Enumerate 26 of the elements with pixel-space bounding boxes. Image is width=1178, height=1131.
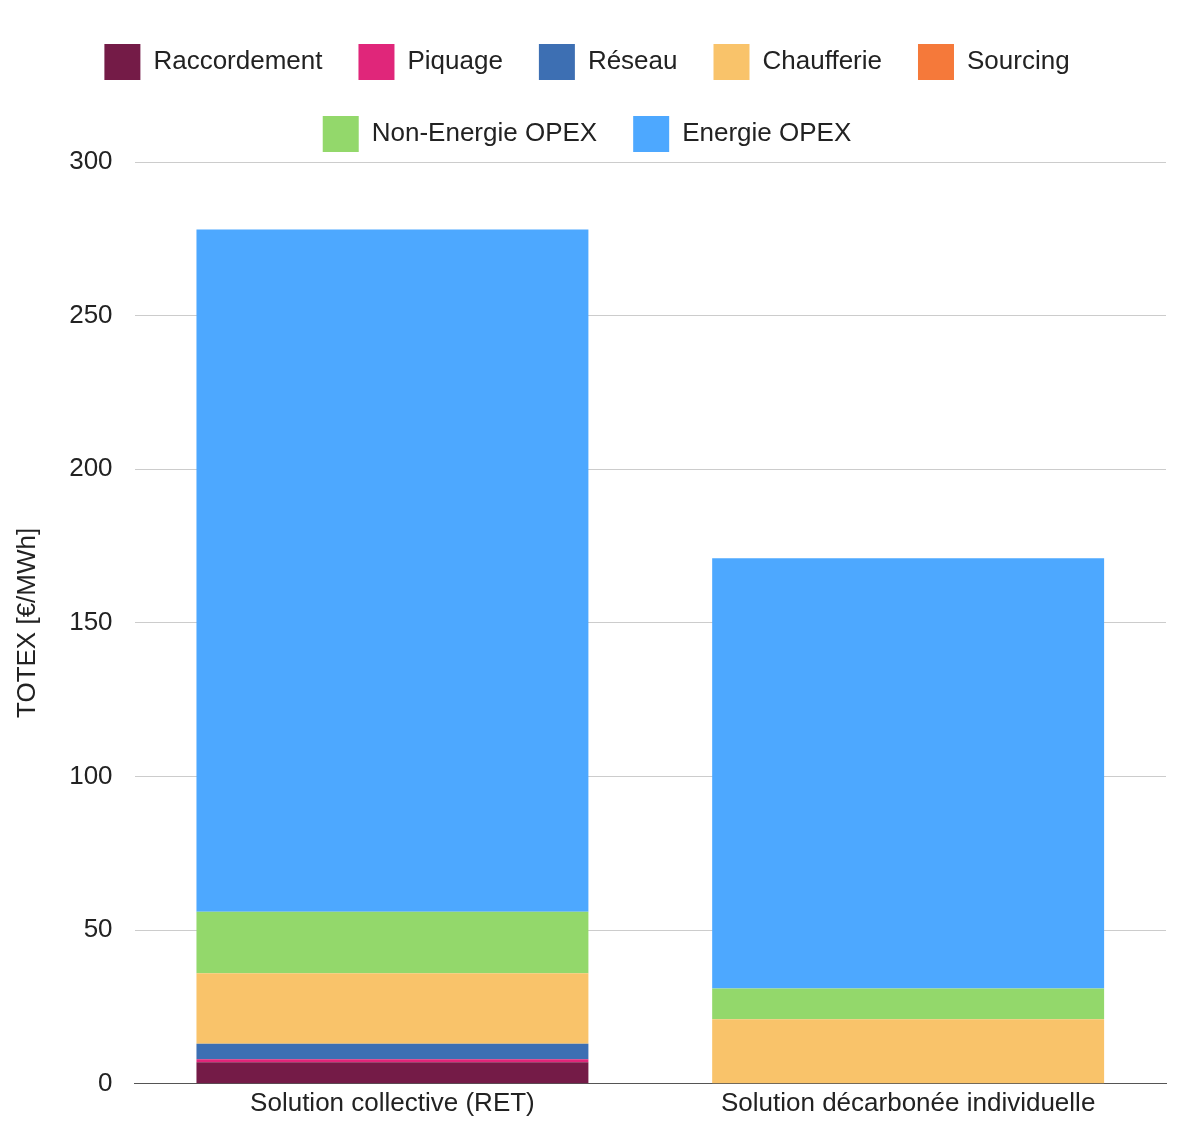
y-tick-label: 200 <box>69 452 113 483</box>
y-tick-label: 250 <box>69 298 113 329</box>
bar <box>712 558 1105 989</box>
bar <box>712 988 1105 1020</box>
x-tick-label: Solution décarbonée individuelle <box>720 1086 1096 1117</box>
legend-label: Non-Energie OPEX <box>371 117 598 148</box>
bar <box>196 1043 589 1060</box>
y-axis-title: TOTEX [€/MWh] <box>10 527 41 719</box>
bar <box>712 1019 1105 1084</box>
bar <box>196 1059 589 1063</box>
y-tick-label: 0 <box>98 1066 113 1097</box>
x-tick-label: Solution collective (RET) <box>250 1086 535 1117</box>
y-tick-label: 150 <box>69 606 113 637</box>
bar <box>196 229 589 912</box>
bar <box>196 973 589 1044</box>
legend-label: Réseau <box>587 45 678 76</box>
y-tick-label: 300 <box>69 145 113 176</box>
legend-label: Energie OPEX <box>682 117 852 148</box>
bar <box>196 1062 589 1084</box>
legend-label: Raccordement <box>153 45 324 76</box>
legend-label: Sourcing <box>966 45 1070 76</box>
legend-label: Piquage <box>407 45 503 76</box>
legend-label: Chaufferie <box>762 45 882 76</box>
bar <box>196 911 589 974</box>
y-tick-label: 100 <box>69 759 113 790</box>
y-tick-label: 50 <box>83 913 113 944</box>
